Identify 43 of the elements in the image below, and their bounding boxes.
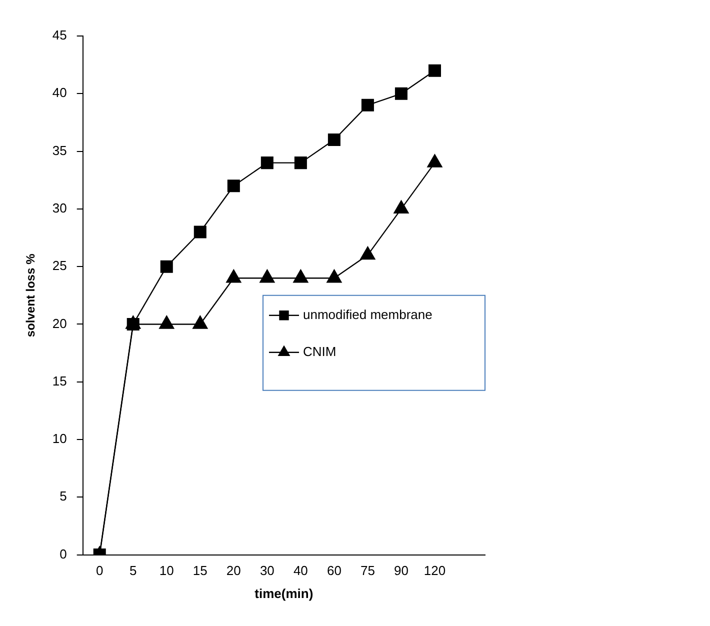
- point: [427, 154, 442, 168]
- point: [360, 246, 376, 260]
- x-tick-label: 20: [226, 563, 241, 578]
- x-tick-label: 90: [394, 563, 408, 578]
- x-tick-label: 15: [192, 563, 208, 578]
- x-tick-label: 120: [424, 563, 446, 578]
- point: [326, 270, 342, 283]
- point: [160, 260, 173, 273]
- point: [361, 98, 374, 112]
- point: [194, 226, 206, 238]
- x-tick-label: 5: [130, 563, 137, 578]
- point: [159, 316, 174, 329]
- point: [260, 270, 275, 283]
- y-tick-label: 0: [60, 546, 67, 562]
- x-tick-label: 75: [360, 563, 375, 578]
- point: [294, 156, 307, 170]
- y-tick-label: 5: [60, 488, 67, 504]
- x-tick-label: 60: [326, 563, 342, 578]
- point: [394, 200, 409, 214]
- point: [192, 316, 208, 329]
- y-tick-label: 10: [52, 431, 67, 446]
- y-axis-title: solvent loss %: [24, 253, 38, 338]
- y-tick-label: 40: [52, 85, 67, 100]
- legend-label: unmodified membrane: [303, 306, 432, 322]
- x-tick-label: 30: [260, 563, 274, 578]
- point: [260, 156, 274, 170]
- y-tick-label: 45: [52, 28, 67, 43]
- point: [227, 180, 240, 192]
- x-tick-label: 0: [96, 563, 104, 578]
- point: [428, 64, 441, 77]
- point: [328, 134, 340, 146]
- point: [293, 270, 308, 283]
- point: [226, 270, 242, 283]
- y-tick-label: 20: [52, 316, 67, 331]
- legend-label: CNIM: [303, 344, 336, 359]
- y-tick-label: 30: [52, 200, 67, 216]
- x-axis-title: time(min): [254, 586, 314, 601]
- x-tick-label: 40: [293, 563, 308, 578]
- y-tick-label: 15: [52, 373, 67, 388]
- point: [394, 87, 408, 100]
- y-tick-label: 25: [52, 258, 67, 274]
- x-tick-label: 10: [159, 563, 174, 578]
- y-tick-label: 35: [52, 142, 67, 158]
